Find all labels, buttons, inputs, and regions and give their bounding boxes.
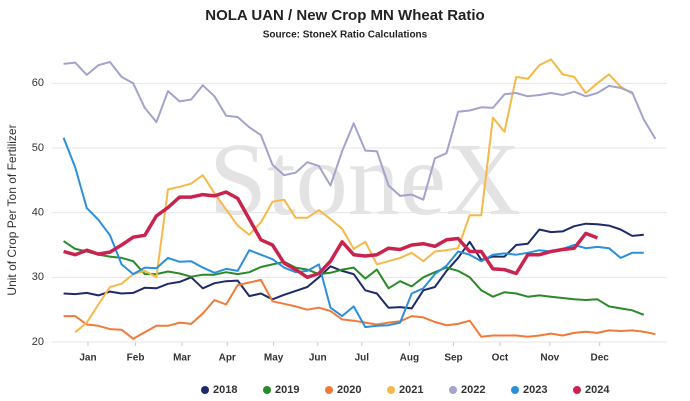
- x-tick-label: Sep: [444, 353, 462, 364]
- line-series: [63, 240, 645, 316]
- y-tick-label: 40: [32, 207, 44, 219]
- chart-title: NOLA UAN / New Crop MN Wheat Ratio: [205, 7, 484, 24]
- line-series: [63, 278, 656, 340]
- legend-label: 2018: [213, 384, 237, 396]
- legend-marker: [387, 386, 395, 394]
- watermark: StoneX: [209, 122, 521, 237]
- x-tick-label: Jul: [355, 353, 370, 364]
- legend-marker: [573, 386, 581, 394]
- legend-marker: [325, 386, 333, 394]
- x-tick-label: Jun: [309, 353, 327, 364]
- y-tick-label: 20: [32, 336, 44, 348]
- legend-label: 2024: [585, 384, 610, 396]
- line-series: [63, 190, 599, 280]
- legend-marker: [449, 386, 457, 394]
- legend-marker: [511, 386, 519, 394]
- y-axis-label: Unit of Crop Per Ton of Fertilizer: [5, 124, 19, 295]
- line-series: [74, 58, 633, 334]
- x-tick-label: Oct: [492, 353, 509, 364]
- x-tick-label: Apr: [219, 353, 236, 364]
- y-tick-label: 30: [32, 271, 44, 283]
- chart-subtitle: Source: StoneX Ratio Calculations: [263, 30, 428, 41]
- y-tick-label: 50: [32, 142, 44, 154]
- y-tick-label: 60: [32, 77, 44, 89]
- x-tick-label: Jan: [79, 353, 96, 364]
- legend-label: 2023: [523, 384, 547, 396]
- legend-label: 2021: [399, 384, 423, 396]
- x-tick-label: May: [264, 353, 284, 364]
- legend-label: 2020: [337, 384, 361, 396]
- legend-label: 2022: [461, 384, 485, 396]
- line-series: [63, 222, 644, 310]
- legend-marker: [263, 386, 271, 394]
- x-tick-label: Mar: [173, 353, 191, 364]
- legend-label: 2019: [275, 384, 299, 396]
- legend-marker: [201, 386, 209, 394]
- x-tick-label: Nov: [540, 353, 559, 364]
- x-tick-label: Aug: [400, 353, 419, 364]
- line-series: [63, 61, 657, 201]
- x-tick-label: Feb: [127, 353, 145, 364]
- x-tick-label: Dec: [591, 353, 610, 364]
